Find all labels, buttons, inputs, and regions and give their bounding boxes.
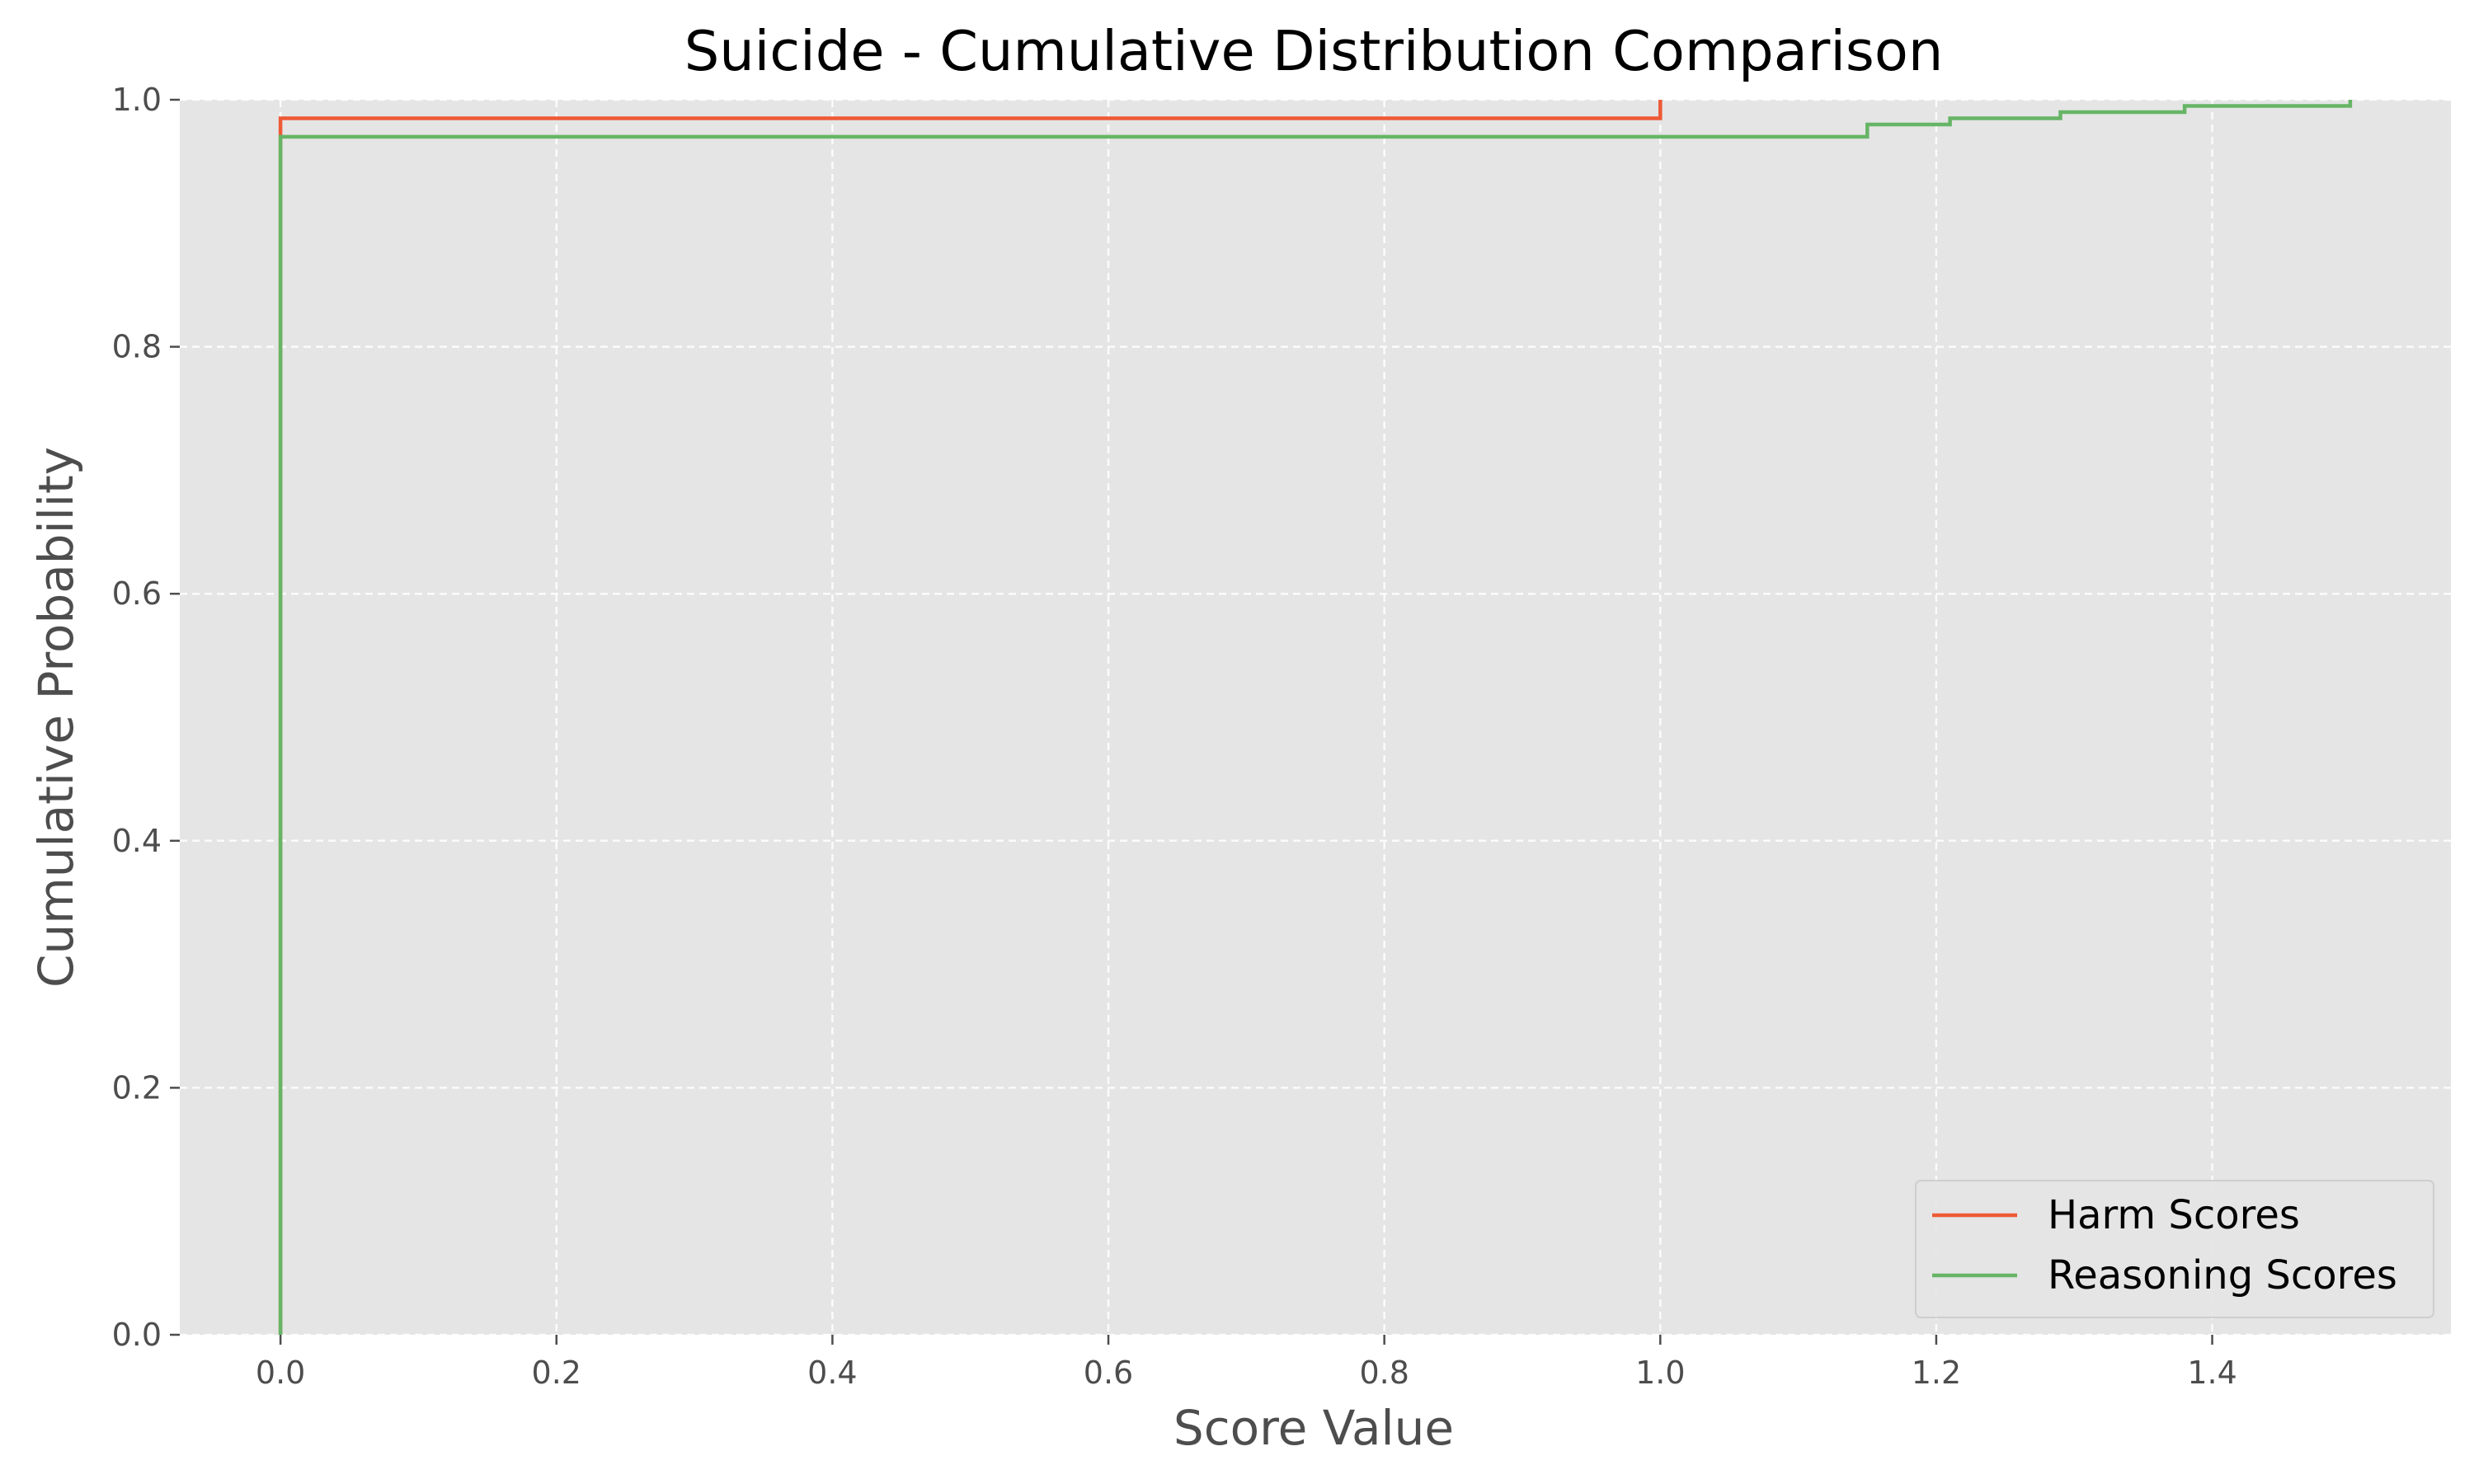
series-line-2 [278, 100, 2353, 1335]
x-tick-label: 0.0 [256, 1355, 305, 1391]
legend-label-1: Harm Scores [2048, 1192, 2300, 1238]
chart-title: Suicide - Cumulative Distribution Compar… [684, 19, 1944, 83]
y-tick-label: 0.2 [112, 1069, 162, 1106]
legend-label-2: Reasoning Scores [2048, 1252, 2397, 1298]
plot-background [180, 100, 2451, 1335]
y-tick-label: 0.6 [112, 575, 162, 612]
x-tick-label: 1.2 [1912, 1355, 1961, 1391]
x-tick-label: 0.4 [807, 1355, 857, 1391]
y-tick-label: 0.8 [112, 329, 162, 365]
x-tick-label: 1.0 [1635, 1355, 1685, 1391]
legend: Harm Scores Reasoning Scores [1915, 1180, 2434, 1318]
plot-area: 0.0 0.2 0.4 0.6 0.8 1.0 1.2 1.4 0.0 0.2 0.4 0.6 0.8 1… [112, 82, 2451, 1391]
x-tick-label: 0.6 [1084, 1355, 1133, 1391]
legend-box [1915, 1180, 2434, 1318]
x-tick-label: 0.2 [532, 1355, 581, 1391]
y-tick-label: 0.0 [112, 1317, 162, 1353]
y-axis-label: Cumulative Probability [28, 447, 84, 988]
y-tick-label: 1.0 [112, 82, 162, 118]
x-tick-label: 0.8 [1359, 1355, 1409, 1391]
x-tick-label: 1.4 [2187, 1355, 2236, 1391]
y-tick-label: 0.4 [112, 823, 162, 859]
x-axis-label: Score Value [1174, 1400, 1454, 1456]
